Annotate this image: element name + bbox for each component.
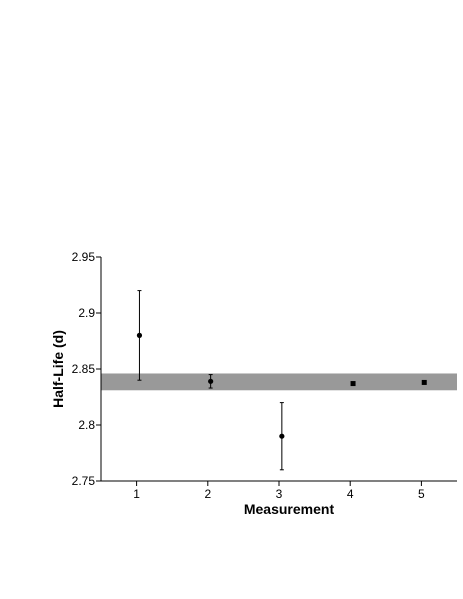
data-point — [421, 379, 427, 385]
y-tick-label: 2.95 — [72, 250, 96, 264]
y-tick-label: 2.8 — [78, 418, 95, 432]
data-point — [350, 381, 356, 387]
x-tick-label: 1 — [133, 487, 140, 501]
y-tick-label: 2.85 — [72, 362, 96, 376]
x-tick-label: 2 — [204, 487, 211, 501]
y-axis: 2.75 2.8 2.85 2.9 2.95 — [72, 250, 101, 488]
data-point — [208, 378, 214, 384]
data-point — [136, 332, 143, 338]
x-axis-title: Measurement — [244, 501, 335, 517]
y-tick-label: 2.75 — [72, 474, 96, 488]
x-axis: 1 2 3 4 5 — [133, 481, 425, 501]
x-tick-label: 4 — [347, 487, 354, 501]
data-points — [136, 290, 427, 471]
y-tick-label: 2.9 — [78, 306, 95, 320]
plot-frame — [100, 257, 457, 482]
y-axis-title: Half-Life (d) — [50, 330, 66, 408]
band — [101, 373, 457, 391]
x-tick-label: 5 — [418, 487, 425, 501]
x-tick-label: 3 — [276, 487, 283, 501]
data-point — [279, 433, 285, 439]
